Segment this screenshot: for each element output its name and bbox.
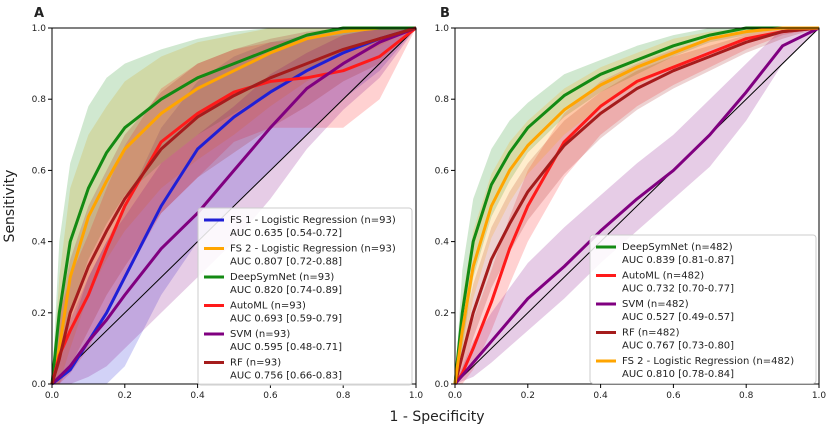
- ci-band-fs-2-logistic-regression-n-93: [52, 28, 416, 384]
- legend-label: DeepSymNet (n=93): [230, 272, 334, 283]
- legend-label: RF (n=482): [622, 328, 680, 339]
- legend-auc: AUC 0.756 [0.66-0.83]: [230, 371, 342, 382]
- legend-auc: AUC 0.839 [0.81-0.87]: [622, 255, 734, 266]
- legend-label: FS 2 - Logistic Regression (n=93): [230, 244, 396, 255]
- x-tick-label: 0.0: [45, 391, 60, 401]
- y-tick-label: 0.8: [32, 95, 47, 105]
- y-tick-label: 0.4: [32, 238, 47, 248]
- legend-label: AutoML (n=93): [230, 301, 306, 312]
- legend-auc: AUC 0.820 [0.74-0.89]: [230, 285, 342, 296]
- ci-band-fs-2-logistic-regression-n-482: [455, 28, 819, 384]
- legend-label: SVM (n=93): [230, 329, 290, 340]
- legend-auc: AUC 0.810 [0.78-0.84]: [622, 369, 734, 380]
- y-tick-label: 0.0: [32, 380, 47, 390]
- roc-line-rf-n-93: [50, 26, 417, 385]
- legend-auc: AUC 0.767 [0.73-0.80]: [622, 341, 734, 352]
- legend-box: [589, 234, 817, 384]
- y-tick-label: 0.4: [435, 238, 450, 248]
- roc-line-fs-2-logistic-regression-n-93: [50, 26, 416, 385]
- y-tick-label: 0.6: [32, 166, 47, 176]
- ci-band-rf-n-93: [52, 28, 416, 384]
- legend-label: FS 2 - Logistic Regression (n=482): [622, 356, 794, 367]
- roc-line-svm-n-482: [453, 26, 820, 385]
- roc-line-deepsymnet-n-93: [50, 26, 416, 385]
- panel-label-a: A: [34, 6, 44, 21]
- y-tick-label: 0.8: [435, 95, 450, 105]
- legend-auc: AUC 0.807 [0.72-0.88]: [230, 257, 342, 268]
- legend-label: FS 1 - Logistic Regression (n=93): [230, 215, 396, 226]
- chance-diagonal-line: [51, 27, 417, 385]
- x-tick-label: 0.4: [593, 391, 608, 401]
- legend-auc: AUC 0.635 [0.54-0.72]: [230, 228, 342, 239]
- x-tick-label: 0.6: [666, 391, 681, 401]
- ci-band-deepsymnet-n-93: [52, 28, 416, 384]
- legend-label: DeepSymNet (n=482): [622, 242, 733, 253]
- y-tick-label: 0.0: [435, 380, 450, 390]
- roc-line-rf-n-482: [453, 26, 820, 385]
- x-tick-label: 1.0: [409, 391, 424, 401]
- y-tick-label: 1.0: [435, 24, 450, 34]
- panel-label-b: B: [440, 6, 450, 21]
- roc-line-automl-n-482: [453, 26, 820, 385]
- panel-a: A 0.0 0.2 0.4 0.6 0.8 1.0 0.0 0.2 0.4 0.6 0.8 1.0 FS …: [32, 6, 424, 401]
- panel-b: B 0.0 0.2 0.4 0.6 0.8 1.0 0.0 0.2 0.4 0.6 0.8 1.0 Dee…: [435, 6, 827, 401]
- legend-auc: AUC 0.527 [0.49-0.57]: [622, 312, 734, 323]
- y-tick-label: 0.6: [435, 166, 450, 176]
- legend-auc: AUC 0.693 [0.59-0.79]: [230, 314, 342, 325]
- legend-box: [197, 207, 413, 386]
- x-tick-label: 0.4: [190, 391, 205, 401]
- ci-band-deepsymnet-n-482: [455, 28, 819, 384]
- y-axis-title: Sensitivity: [2, 170, 18, 243]
- legend-label: AutoML (n=482): [622, 271, 704, 282]
- legend-auc: AUC 0.732 [0.70-0.77]: [622, 284, 734, 295]
- y-tick-label: 0.2: [435, 309, 449, 319]
- x-tick-label: 0.6: [263, 391, 278, 401]
- legend-label: SVM (n=482): [622, 299, 689, 310]
- x-tick-label: 0.8: [336, 391, 351, 401]
- x-tick-label: 0.8: [739, 391, 754, 401]
- y-tick-label: 0.2: [32, 309, 46, 319]
- y-tick-label: 1.0: [32, 24, 47, 34]
- roc-line-automl-n-93: [50, 26, 417, 385]
- x-axis-title: 1 - Specificity: [389, 409, 484, 425]
- roc-line-deepsymnet-n-482: [453, 26, 819, 385]
- x-tick-label: 0.0: [448, 391, 463, 401]
- roc-line-fs-2-logistic-regression-n-482: [453, 26, 819, 385]
- legend-label: RF (n=93): [230, 358, 281, 369]
- legend-auc: AUC 0.595 [0.48-0.71]: [230, 342, 342, 353]
- chance-diagonal-line: [454, 27, 820, 385]
- x-tick-label: 0.2: [118, 391, 132, 401]
- x-tick-label: 1.0: [812, 391, 827, 401]
- x-tick-label: 0.2: [521, 391, 535, 401]
